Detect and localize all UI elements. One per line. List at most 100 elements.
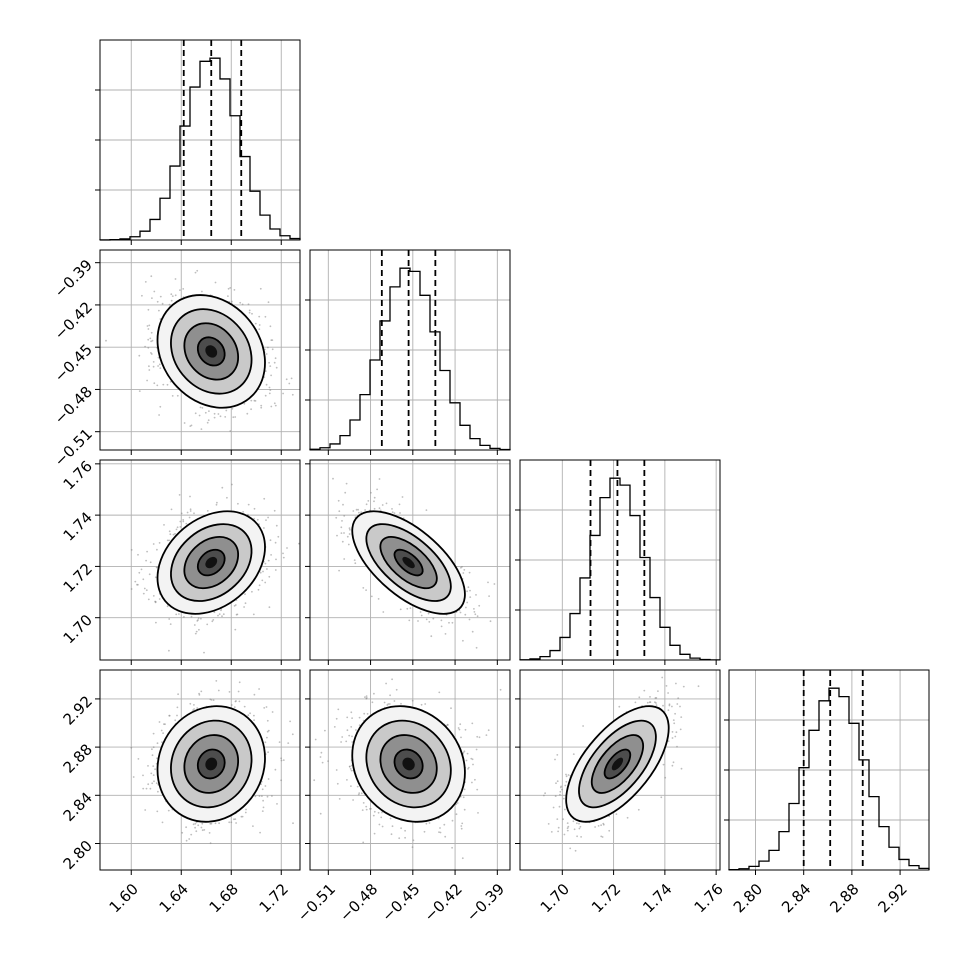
scatter-point [393, 700, 396, 702]
scatter-point [231, 483, 233, 486]
scatter-point [181, 831, 184, 834]
y-tick-label: 1.72 [60, 560, 96, 596]
scatter-point [404, 836, 406, 839]
scatter-point [351, 735, 353, 738]
scatter-point [682, 685, 685, 688]
scatter-point [217, 689, 220, 692]
scatter-point [677, 697, 680, 699]
scatter-point [667, 740, 670, 742]
scatter-point [249, 712, 252, 715]
scatter-point [314, 738, 317, 741]
scatter-point [654, 701, 656, 704]
scatter-point [444, 835, 447, 838]
scatter-point [400, 827, 402, 830]
scatter-point [193, 624, 196, 626]
x-tick-label: 2.84 [778, 880, 814, 916]
scatter-point [264, 741, 267, 744]
scatter-point [556, 818, 559, 820]
scatter-point [267, 346, 269, 349]
scatter-point [424, 703, 427, 705]
scatter-point [574, 849, 577, 852]
scatter-point [350, 785, 352, 787]
scatter-point [373, 810, 376, 813]
scatter-point [344, 668, 346, 670]
scatter-point [565, 780, 568, 783]
scatter-point [200, 428, 203, 430]
panel-frame [99, 249, 301, 451]
scatter-point [485, 734, 488, 736]
scatter-point [373, 692, 375, 695]
scatter-point [178, 613, 180, 615]
scatter-point [189, 495, 191, 498]
scatter-point [194, 412, 197, 415]
scatter-point [206, 510, 209, 512]
scatter-point [594, 826, 596, 828]
scatter-point [236, 613, 239, 616]
scatter-point [476, 615, 479, 618]
scatter-point [335, 769, 338, 771]
scatter-point [432, 617, 435, 620]
scatter-point [232, 416, 235, 419]
scatter-point [643, 689, 646, 692]
scatter-point [373, 500, 375, 503]
scatter-point [345, 482, 348, 485]
scatter-point [224, 416, 227, 418]
scatter-point [370, 807, 372, 810]
scatter-point [251, 312, 253, 315]
scatter-point [646, 701, 649, 704]
scatter-point [188, 838, 191, 840]
x-tick-label: 2.92 [874, 880, 910, 916]
scatter-point [137, 553, 139, 556]
scatter-point [268, 361, 270, 364]
scatter-point [267, 559, 270, 562]
scatter-point [465, 606, 467, 609]
scatter-point [195, 630, 198, 633]
scatter-point [152, 746, 155, 749]
scatter-point [288, 382, 291, 385]
scatter-point [219, 415, 222, 418]
scatter-point [404, 829, 406, 832]
panel-1-0 [95, 249, 301, 455]
contour-0 [192, 545, 230, 581]
scatter-point [337, 708, 340, 711]
scatter-point [234, 818, 237, 820]
scatter-point [348, 765, 351, 768]
scatter-point [258, 795, 261, 797]
scatter-point [409, 607, 412, 609]
scatter-point [487, 729, 490, 732]
scatter-point [147, 328, 150, 330]
panel-frame [99, 459, 301, 661]
scatter-point [182, 520, 185, 523]
scatter-point [233, 818, 235, 821]
scatter-point [227, 295, 229, 297]
contour-0 [192, 332, 230, 372]
hist-frame [99, 39, 301, 241]
scatter-point [579, 825, 582, 828]
scatter-point [440, 625, 443, 628]
scatter-point [208, 832, 211, 834]
scatter-point [230, 821, 233, 824]
scatter-point [172, 533, 175, 536]
scatter-point [697, 685, 700, 688]
scatter-point [446, 724, 449, 726]
scatter-point [667, 709, 670, 712]
scatter-point [254, 322, 257, 325]
scatter-point [241, 815, 244, 818]
scatter-point [282, 556, 285, 559]
scatter-point [270, 554, 272, 556]
scatter-point [233, 289, 236, 291]
scatter-point [209, 822, 212, 825]
scatter-point [200, 617, 202, 620]
scatter-point [393, 512, 396, 514]
scatter-point [475, 594, 477, 596]
y-tick-label: −0.48 [51, 383, 96, 428]
scatter-point [157, 356, 160, 359]
scatter-point [179, 526, 182, 528]
scatter-point [206, 623, 209, 626]
scatter-point [451, 819, 454, 822]
scatter-point [282, 759, 285, 761]
scatter-point [340, 532, 343, 534]
scatter-point [147, 765, 149, 767]
scatter-point [253, 507, 256, 510]
contour-3 [136, 491, 286, 634]
